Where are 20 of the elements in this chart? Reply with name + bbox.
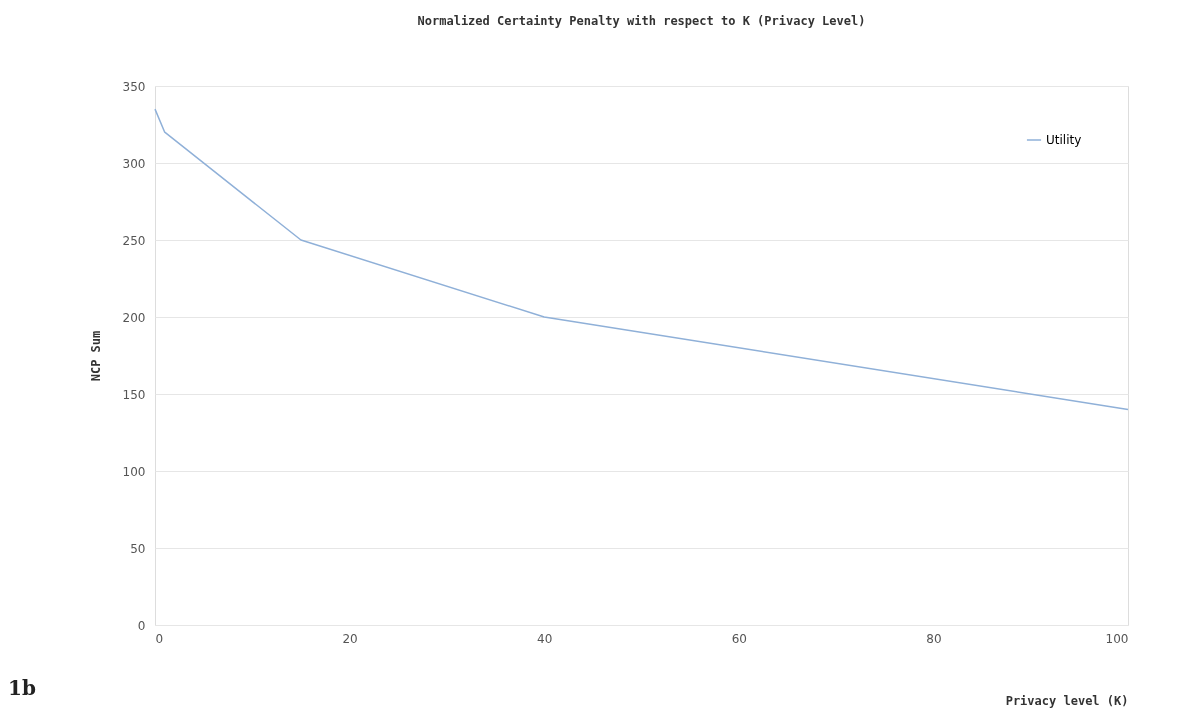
line-series — [154, 108, 1129, 411]
y-tick-label: 100 — [122, 464, 146, 479]
y-tick-label: 250 — [122, 233, 146, 248]
chart-title: Normalized Certainty Penalty with respect to K (Privacy Level) — [417, 14, 866, 28]
x-tick-label: 40 — [537, 631, 553, 646]
y-axis-title: NCP Sum — [88, 330, 103, 382]
y-tick-label: 350 — [122, 79, 146, 94]
x-axis-title: Privacy level (K) — [1005, 693, 1129, 708]
text: 1b — [8, 676, 36, 700]
x-tick-label: 100 — [1105, 631, 1129, 646]
y-tick-label: 50 — [130, 541, 146, 556]
y-tick-label: 150 — [122, 387, 146, 402]
y-tick-label: 300 — [122, 156, 146, 171]
x-tick-label: 0 — [155, 631, 164, 646]
x-tick-label: 20 — [342, 631, 358, 646]
y-tick-label: 200 — [122, 310, 146, 325]
legend-label: Utility — [1046, 133, 1082, 147]
y-tick-label: 0 — [137, 618, 146, 633]
x-tick-label: 80 — [926, 631, 942, 646]
x-tick-label: 60 — [731, 631, 747, 646]
